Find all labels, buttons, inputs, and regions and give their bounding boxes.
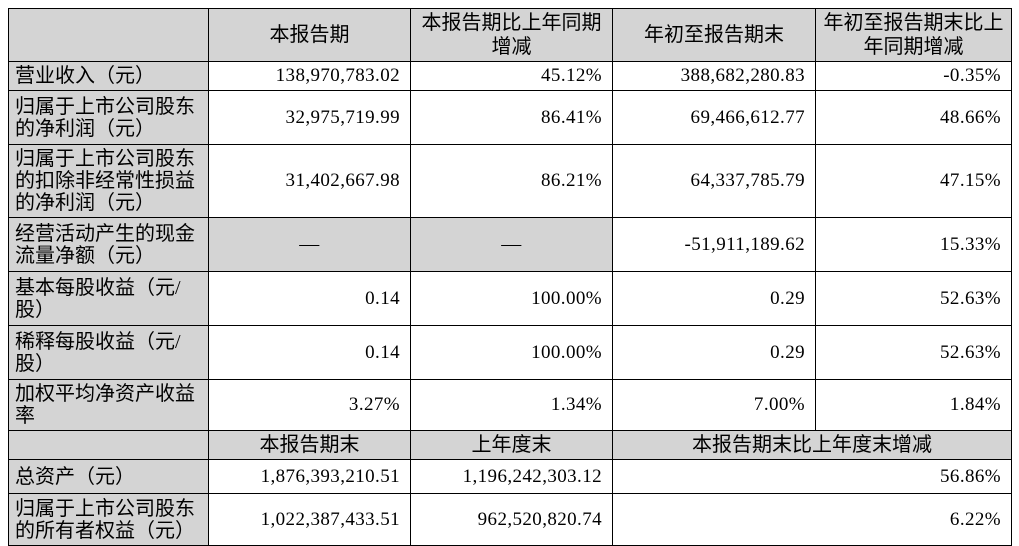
metric-row: 基本每股收益（元/ 股） 0.14 100.00% 0.29 52.63% (8, 271, 1012, 326)
value-cell: 0.14 (208, 271, 411, 326)
value-cell: 0.29 (612, 325, 816, 380)
row-label: 营业收入（元） (8, 61, 209, 91)
column-header: 本报告期 (208, 8, 411, 62)
value-cell: 1,876,393,210.51 (208, 459, 411, 494)
value-cell: 1,022,387,433.51 (208, 493, 411, 546)
header-row-period-end: 本报告期末 上年度末 本报告期末比上年度末增减 (8, 430, 1012, 460)
value-cell: -0.35% (815, 61, 1012, 91)
metric-row: 营业收入（元） 138,970,783.02 45.12% 388,682,280.8… (8, 61, 1012, 91)
value-cell: 1.84% (815, 379, 1012, 431)
value-cell: 100.00% (410, 325, 613, 380)
value-cell: 47.15% (815, 144, 1012, 218)
metric-row: 归属于上市公司股东 的净利润（元） 32,975,719.99 86.41% 69,4… (8, 90, 1012, 145)
column-header: 本报告期末比上年度末增减 (612, 430, 1012, 460)
value-cell: 7.00% (612, 379, 816, 431)
value-cell: 86.21% (410, 144, 613, 218)
value-cell: 69,466,612.77 (612, 90, 816, 145)
metric-row: 稀释每股收益（元/ 股） 0.14 100.00% 0.29 52.63% (8, 325, 1012, 380)
row-label: 总资产（元） (8, 459, 209, 494)
value-cell: 0.14 (208, 325, 411, 380)
column-header: 本报告期末 (208, 430, 411, 460)
value-cell: 52.63% (815, 271, 1012, 326)
value-cell: 0.29 (612, 271, 816, 326)
corner-cell (8, 8, 209, 62)
value-cell: 1.34% (410, 379, 613, 431)
metric-row: 总资产（元） 1,876,393,210.51 1,196,242,303.12 56… (8, 459, 1012, 494)
value-cell: 52.63% (815, 325, 1012, 380)
row-label: 归属于上市公司股东 的扣除非经常性损益 的净利润（元） (8, 144, 209, 218)
metric-row: 归属于上市公司股东 的扣除非经常性损益 的净利润（元） 31,402,667.98… (8, 144, 1012, 218)
value-cell: 1,196,242,303.12 (410, 459, 613, 494)
value-cell: 32,975,719.99 (208, 90, 411, 145)
value-cell: 45.12% (410, 61, 613, 91)
metric-row: 归属于上市公司股东 的所有者权益（元） 1,022,387,433.51 962,5… (8, 493, 1012, 546)
row-label: 加权平均净资产收益 率 (8, 379, 209, 431)
row-label: 稀释每股收益（元/ 股） (8, 325, 209, 380)
column-header: 上年度末 (410, 430, 613, 460)
metric-row: 经营活动产生的现金 流量净额（元） — — -51,911,189.62 15.33% (8, 217, 1012, 272)
value-cell: 64,337,785.79 (612, 144, 816, 218)
row-label: 基本每股收益（元/ 股） (8, 271, 209, 326)
value-cell: 3.27% (208, 379, 411, 431)
metric-row: 加权平均净资产收益 率 3.27% 1.34% 7.00% 1.84% (8, 379, 1012, 431)
value-cell: 15.33% (815, 217, 1012, 272)
value-cell: 56.86% (612, 459, 1012, 494)
value-cell: 100.00% (410, 271, 613, 326)
financial-summary-table: 本报告期 本报告期比上年同期 增减 年初至报告期末 年初至报告期末比上 年同期增减 营业… (8, 8, 1012, 546)
value-cell: 6.22% (612, 493, 1012, 546)
corner-cell-2 (8, 430, 209, 460)
value-cell: — (410, 217, 613, 272)
header-row-current-period: 本报告期 本报告期比上年同期 增减 年初至报告期末 年初至报告期末比上 年同期增减 (8, 8, 1012, 62)
value-cell: 388,682,280.83 (612, 61, 816, 91)
value-cell: 138,970,783.02 (208, 61, 411, 91)
column-header: 本报告期比上年同期 增减 (410, 8, 613, 62)
value-cell: -51,911,189.62 (612, 217, 816, 272)
column-header: 年初至报告期末比上 年同期增减 (815, 8, 1012, 62)
column-header: 年初至报告期末 (612, 8, 816, 62)
row-label: 归属于上市公司股东 的净利润（元） (8, 90, 209, 145)
value-cell: 962,520,820.74 (410, 493, 613, 546)
table-body: 本报告期 本报告期比上年同期 增减 年初至报告期末 年初至报告期末比上 年同期增减 营业… (8, 8, 1012, 546)
row-label: 经营活动产生的现金 流量净额（元） (8, 217, 209, 272)
value-cell: 48.66% (815, 90, 1012, 145)
value-cell: — (208, 217, 411, 272)
value-cell: 86.41% (410, 90, 613, 145)
row-label: 归属于上市公司股东 的所有者权益（元） (8, 493, 209, 546)
value-cell: 31,402,667.98 (208, 144, 411, 218)
